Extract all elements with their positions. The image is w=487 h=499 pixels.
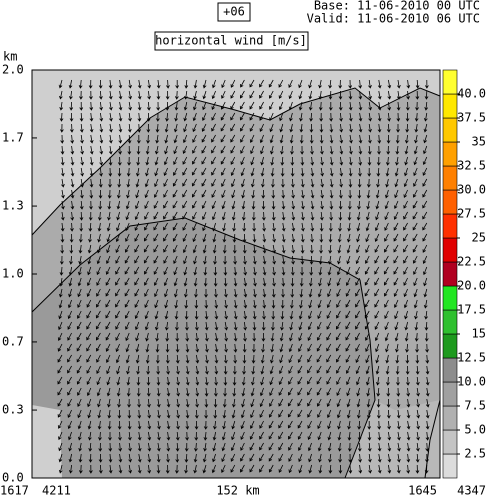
- colorbar-label: 22.5: [457, 255, 486, 269]
- colorbar-label: 27.5: [457, 207, 486, 221]
- colorbar-box: [442, 237, 458, 263]
- base-label: Base: 11-06-2010 00 UTC: [314, 0, 480, 13]
- colorbar-box: [442, 357, 458, 383]
- colorbar-label: 20.0: [457, 279, 486, 293]
- x-label: 4211: [42, 484, 71, 498]
- colorbar-box: [442, 405, 458, 431]
- field-core: [32, 218, 375, 478]
- colorbar-label: 17.5: [457, 303, 486, 317]
- colorbar-box: [442, 141, 458, 167]
- y-tick-label: 2.0: [2, 63, 24, 77]
- valid-label: Valid: 11-06-2010 06 UTC: [307, 12, 480, 26]
- x-label: 4347: [457, 484, 486, 498]
- colorbar-box: [442, 93, 458, 119]
- x-label: 1645: [408, 484, 437, 498]
- colorbar-box: [442, 213, 458, 239]
- colorbar-box: [442, 309, 458, 335]
- colorbar-label: 25: [472, 231, 486, 245]
- x-label: 152 km: [216, 484, 259, 498]
- colorbar-label: 32.5: [457, 159, 486, 173]
- colorbar-label: 15: [472, 327, 486, 341]
- colorbar-label: 40.0: [457, 87, 486, 101]
- colorbar-box: [442, 453, 458, 479]
- colorbar-label: 5.0: [464, 423, 486, 437]
- contour: [31, 217, 376, 479]
- colorbar-label: 7.5: [464, 399, 486, 413]
- wind-arrows: [57, 79, 430, 474]
- colorbar-label: 10.0: [457, 375, 486, 389]
- y-tick-label: 0.3: [2, 403, 24, 417]
- y-tick-label: 0.7: [2, 334, 24, 348]
- y-tick-label: 1.0: [2, 267, 24, 281]
- colorbar-label: 35: [472, 135, 486, 149]
- colorbar-label: 12.5: [457, 351, 486, 365]
- x-label: 1617: [0, 484, 29, 498]
- y-tick-label: 1.7: [2, 130, 24, 144]
- colorbar-label: 30.0: [457, 183, 486, 197]
- y-tick-label: 1.3: [2, 199, 24, 213]
- field: [31, 69, 441, 479]
- colorbar-box: [442, 381, 458, 407]
- colorbar-box: [442, 285, 458, 311]
- colorbar-box: [442, 117, 458, 143]
- colorbar-box: [442, 165, 458, 191]
- colorbar-label: 37.5: [457, 111, 486, 125]
- colorbar-box: [442, 69, 458, 95]
- field-edge: [345, 400, 440, 478]
- colorbar-label: 2.5: [464, 447, 486, 461]
- colorbar-box: [442, 333, 458, 359]
- chart-title: horizontal wind [m/s]: [155, 34, 307, 48]
- colorbar-box: [442, 429, 458, 455]
- y-axis-label: km: [3, 50, 17, 64]
- run-label: +06: [223, 5, 245, 19]
- y-tick-label: 0.0: [2, 471, 24, 485]
- run-box: [217, 2, 251, 22]
- colorbar-box: [442, 261, 458, 287]
- colorbar-box: [442, 189, 458, 215]
- title-box: [154, 31, 309, 51]
